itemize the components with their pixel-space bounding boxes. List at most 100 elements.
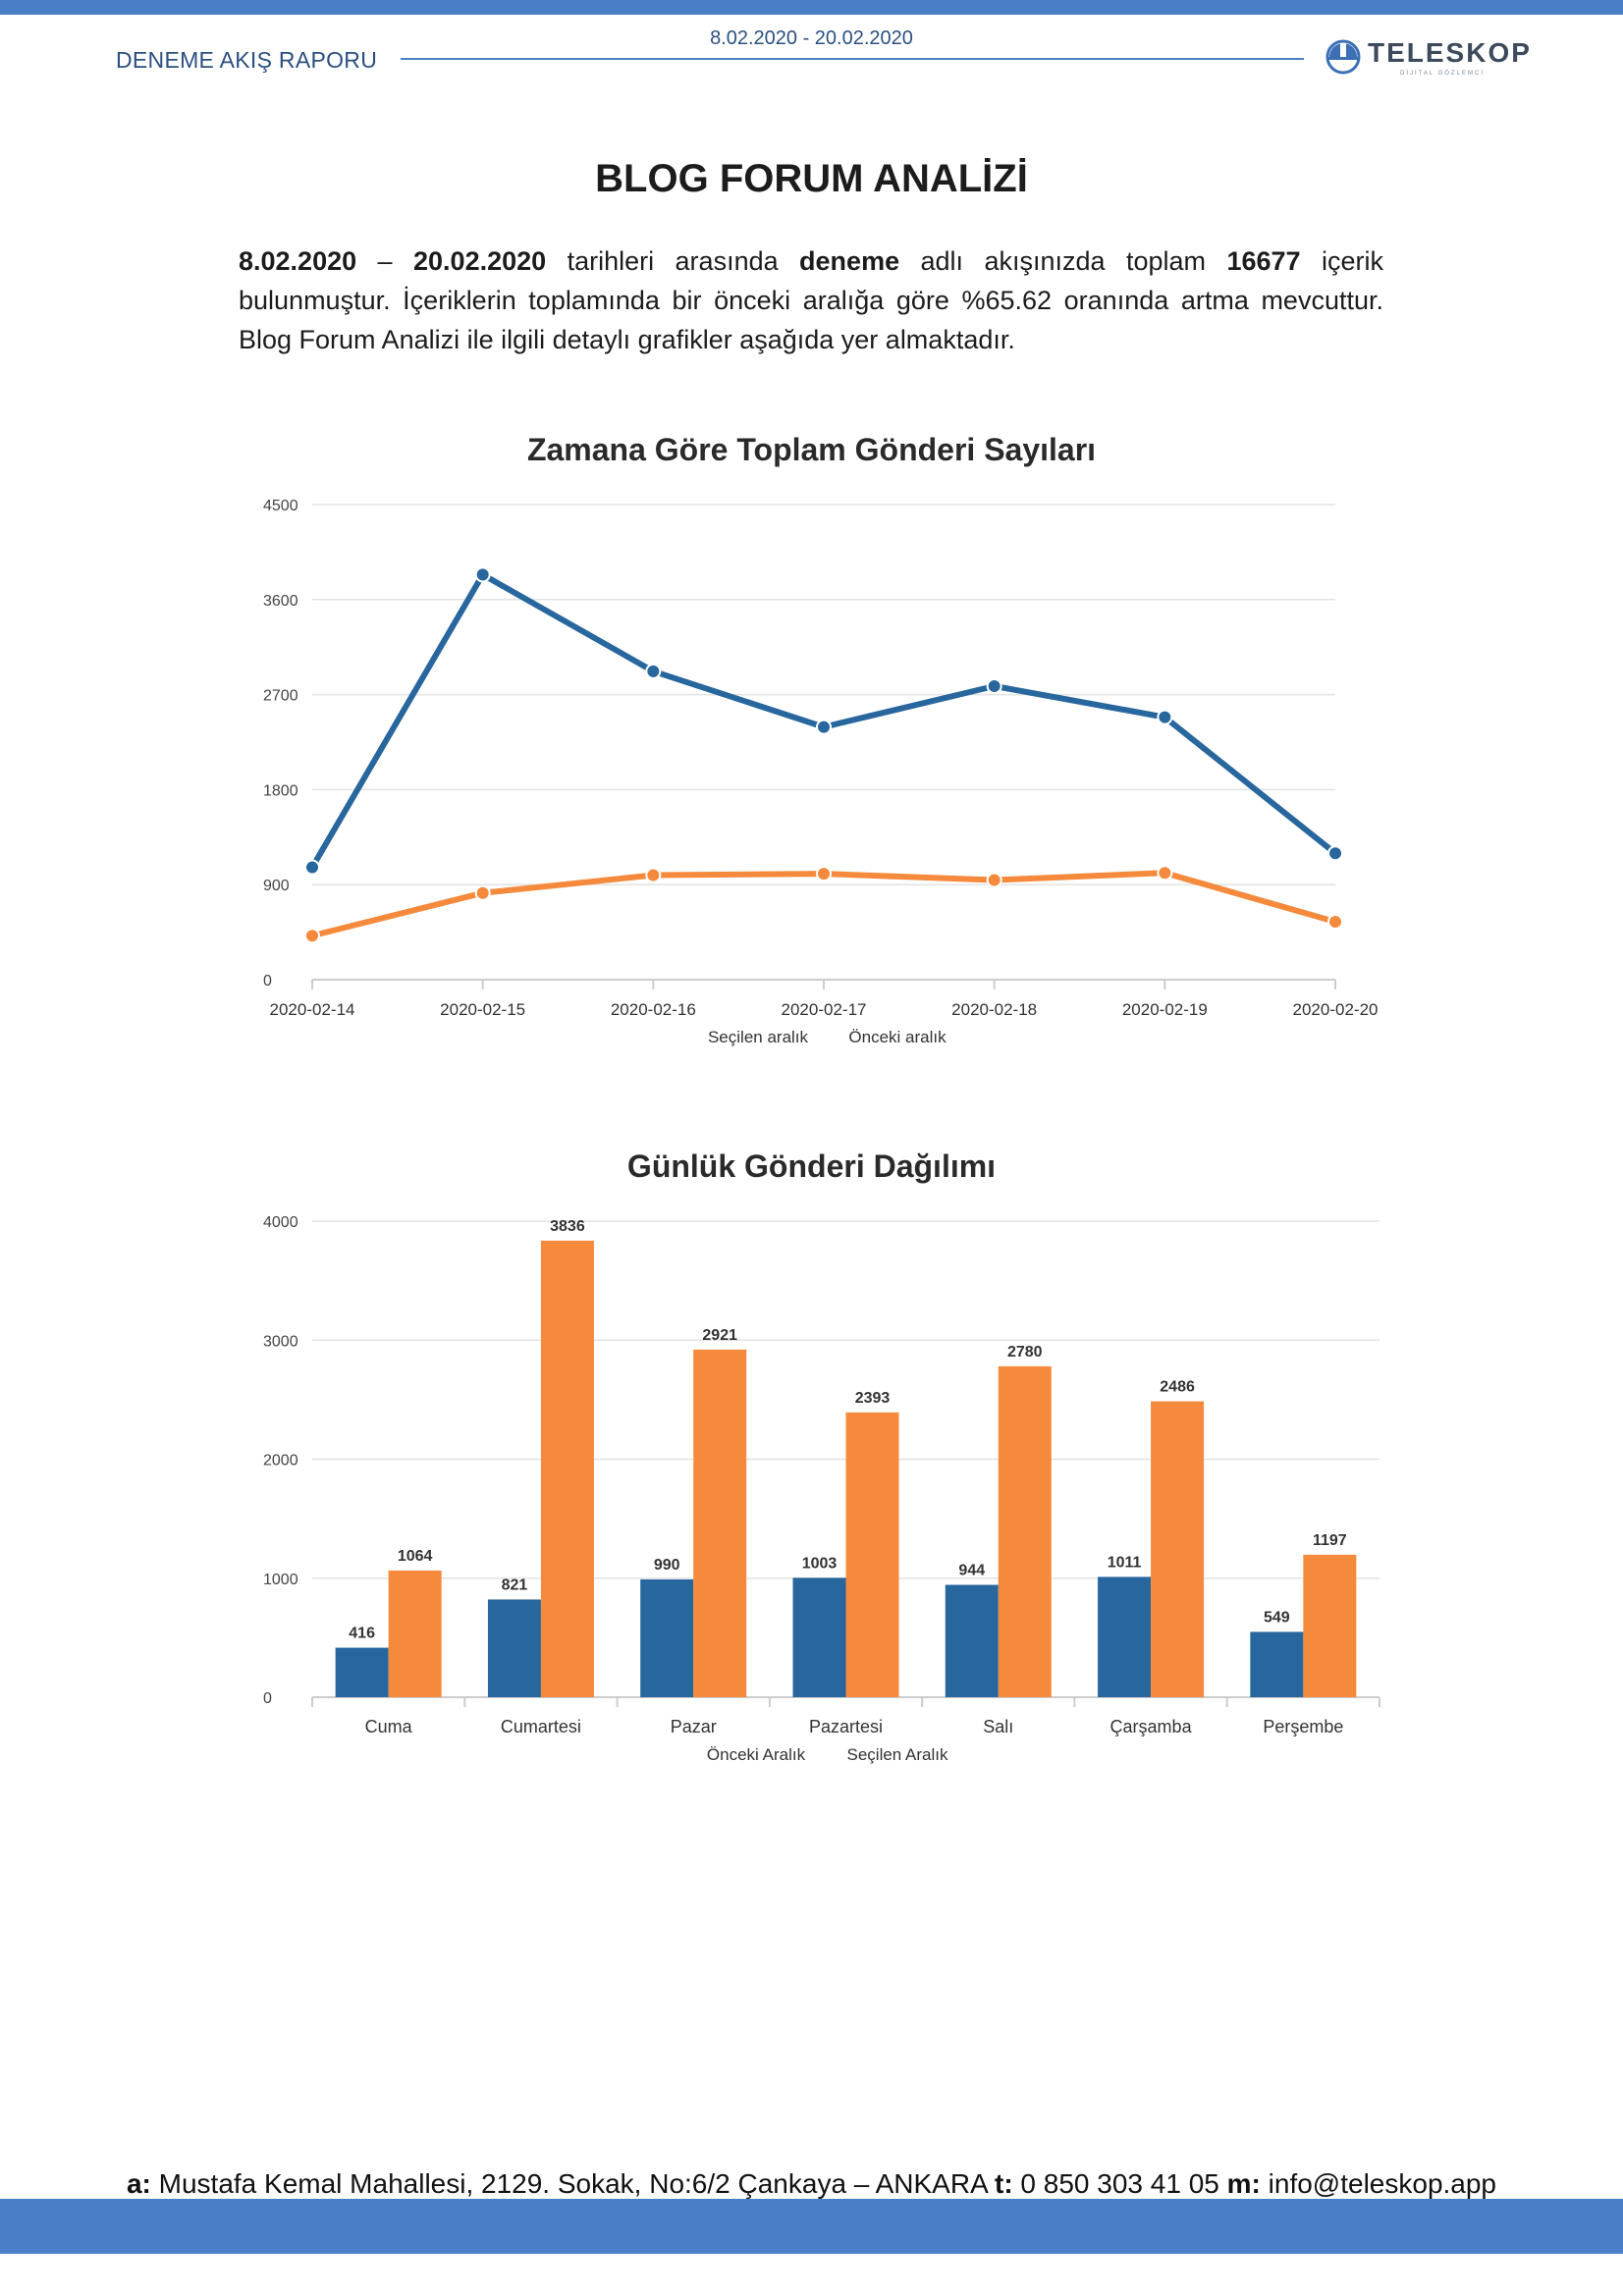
- bar: [640, 1578, 694, 1697]
- bar: [540, 1240, 594, 1697]
- bar: [335, 1647, 389, 1697]
- line-point: [816, 719, 832, 735]
- line-chart-x-tick: 2020-02-20: [1293, 1000, 1379, 1019]
- bar: [945, 1584, 999, 1697]
- bar-value-label: 3836: [550, 1218, 585, 1235]
- bar-chart-y-tick: 1000: [263, 1572, 298, 1588]
- bottom-accent-bar: [0, 2199, 1623, 2254]
- bar-value-label: 1011: [1108, 1554, 1142, 1571]
- line-point: [1327, 845, 1343, 862]
- bar-chart-y-tick: 3000: [263, 1333, 298, 1350]
- bar-value-label: 990: [654, 1557, 680, 1574]
- line-point: [816, 866, 832, 882]
- line-point: [645, 867, 662, 883]
- line-point: [474, 884, 491, 901]
- line-chart-y-tick: 3600: [263, 593, 298, 610]
- bar-chart-x-tick: Perşembe: [1263, 1717, 1343, 1736]
- bar-value-label: 1064: [398, 1548, 433, 1565]
- bar-value-label: 1197: [1313, 1532, 1347, 1549]
- line-chart-y-tick: 900: [263, 878, 290, 894]
- line-point: [304, 928, 320, 944]
- footer-contact: a: Mustafa Kemal Mahallesi, 2129. Sokak,…: [0, 2168, 1623, 2200]
- bar-value-label: 1003: [802, 1555, 838, 1572]
- line-series-2: [309, 870, 1338, 939]
- line-chart-y-tick: 2700: [263, 688, 298, 705]
- bar-chart-x-tick: Pazartesi: [809, 1717, 883, 1736]
- line-point: [304, 859, 320, 876]
- bar: [388, 1570, 442, 1697]
- line-point: [986, 677, 1002, 694]
- line-point: [986, 872, 1002, 888]
- footer-email: info@teleskop.app: [1260, 2168, 1497, 2199]
- line-point: [1157, 709, 1173, 725]
- bar-value-label: 2780: [1007, 1344, 1043, 1361]
- logo-text: TELESKOP: [1368, 37, 1532, 68]
- intro-text-2: adlı akışınızda toplam: [899, 246, 1227, 276]
- bar-chart-title: Günlük Gönderi Dağılımı: [626, 1148, 997, 1184]
- page-title: BLOG FORUM ANALİZİ: [595, 157, 1028, 200]
- bar: [487, 1599, 541, 1697]
- bar: [1098, 1576, 1152, 1697]
- bar: [792, 1577, 846, 1697]
- line-chart-y-tick: 4500: [263, 498, 298, 514]
- line-chart-title: Zamana Göre Toplam Gönderi Sayıları: [526, 432, 1097, 467]
- top-accent-bar: [0, 0, 1623, 15]
- intro-text-1: tarihleri arasında: [546, 246, 800, 276]
- bar-chart-x-tick: Çarşamba: [1110, 1717, 1193, 1736]
- line-chart-y-tick: 0: [263, 973, 272, 989]
- intro-total: 16677: [1226, 246, 1301, 276]
- line-chart-y-tick: 1800: [263, 782, 298, 799]
- line-chart-x-tick: 2020-02-14: [270, 1000, 355, 1019]
- bar-chart-x-tick: Pazar: [671, 1717, 717, 1736]
- bar-chart-y-tick: 0: [263, 1690, 272, 1707]
- bar-value-label: 2486: [1160, 1379, 1195, 1396]
- bar-legend-selected: Seçilen Aralık: [847, 1745, 948, 1764]
- line-chart-x-tick: 2020-02-16: [611, 1000, 696, 1019]
- line-point: [645, 663, 662, 679]
- intro-end-date: 20.02.2020: [413, 246, 547, 276]
- intro-text-3: içerik bulunmuştur. İçeriklerin toplamın…: [239, 246, 1383, 354]
- footer-address: Mustafa Kemal Mahallesi, 2129. Sokak, No…: [150, 2168, 995, 2199]
- intro-dash: –: [356, 246, 414, 276]
- bar: [1151, 1401, 1205, 1697]
- footer-phone-label: t:: [995, 2168, 1013, 2199]
- header-divider: [401, 58, 1304, 60]
- bar: [845, 1412, 899, 1697]
- line-chart-x-tick: 2020-02-18: [951, 1000, 1037, 1019]
- footer-email-label: m:: [1226, 2168, 1261, 2199]
- bar-chart-y-tick: 4000: [263, 1214, 298, 1231]
- bar: [1303, 1554, 1357, 1697]
- line-legend-selected: Seçilen aralık: [708, 1028, 809, 1046]
- bar-chart-y-tick: 2000: [263, 1453, 298, 1469]
- bar: [1250, 1631, 1304, 1697]
- telescope-dome-icon: [1325, 39, 1361, 75]
- bar-value-label: 416: [349, 1626, 375, 1642]
- intro-start-date: 8.02.2020: [239, 246, 357, 276]
- bar-value-label: 821: [502, 1576, 528, 1593]
- line-legend-previous: Önceki aralık: [848, 1028, 947, 1046]
- bar-value-label: 2921: [702, 1327, 737, 1344]
- intro-paragraph: 8.02.2020 – 20.02.2020 tarihleri arasınd…: [239, 241, 1383, 359]
- logo-subtext: DİJİTAL GÖZLEMCİ: [1400, 71, 1486, 77]
- report-name: DENEME AKIŞ RAPORU: [116, 47, 378, 73]
- teleskop-logo: TELESKOP DİJİTAL GÖZLEMCİ: [1324, 31, 1530, 80]
- intro-stream-name: deneme: [799, 246, 900, 276]
- bar-chart-x-tick: Salı: [983, 1717, 1013, 1736]
- line-chart-x-tick: 2020-02-17: [782, 1000, 867, 1019]
- bar-chart-x-tick: Cumartesi: [501, 1717, 581, 1736]
- line-chart-x-tick: 2020-02-15: [440, 1000, 525, 1019]
- line-point: [1327, 913, 1343, 930]
- bar-value-label: 549: [1264, 1609, 1290, 1626]
- footer-address-label: a:: [126, 2168, 151, 2199]
- bar: [998, 1365, 1052, 1697]
- bar-value-label: 944: [958, 1563, 985, 1579]
- header-date-range: 8.02.2020 - 20.02.2020: [710, 27, 913, 49]
- line-point: [1157, 865, 1173, 881]
- bar: [693, 1349, 747, 1697]
- bar-value-label: 2393: [855, 1390, 891, 1407]
- line-point: [474, 566, 491, 583]
- line-chart-x-tick: 2020-02-19: [1122, 1000, 1208, 1019]
- footer-phone: 0 850 303 41 05: [1012, 2168, 1227, 2199]
- bar-legend-previous: Önceki Aralık: [707, 1745, 806, 1764]
